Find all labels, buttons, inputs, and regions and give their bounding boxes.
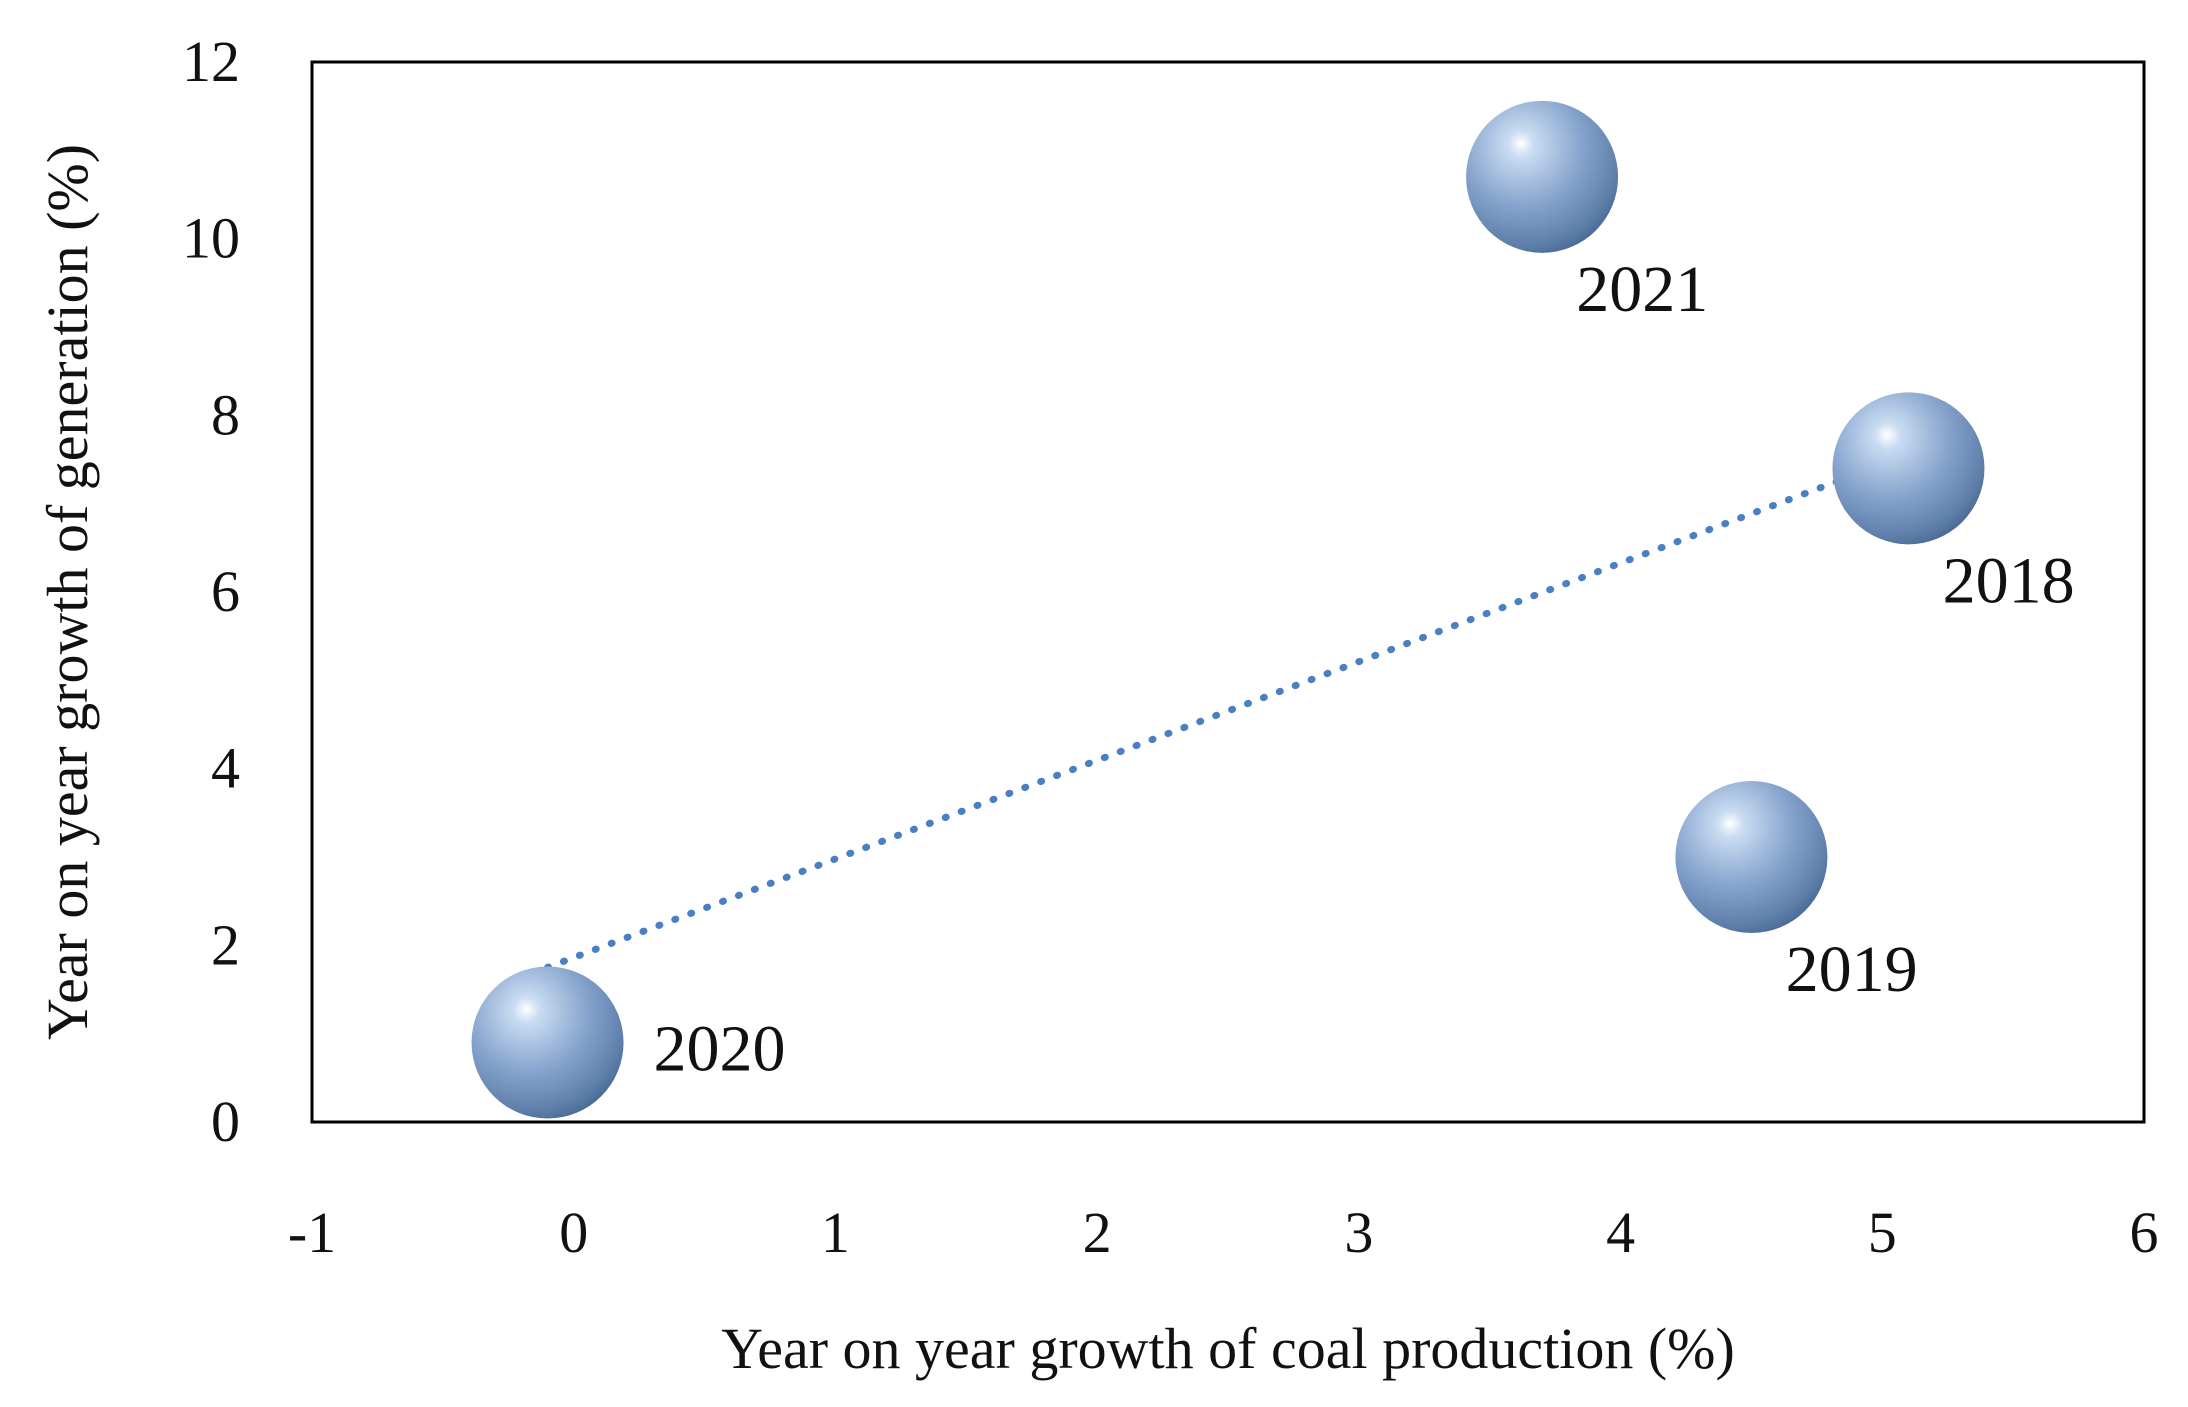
x-axis-ticks: -1 0 1 2 3 4 5 6 [288,1200,2159,1265]
x-tick-label: -1 [288,1200,336,1265]
bubble-2018 [1832,392,1985,545]
x-axis-title: Year on year growth of coal production (… [721,1316,1735,1381]
point-label-2019: 2019 [1786,933,1918,1006]
bubble-2021 [1466,100,1619,253]
y-axis-ticks: 0 2 4 6 8 10 12 [182,29,240,1154]
y-tick-label: 10 [182,206,240,271]
point-label-2020: 2020 [654,1013,786,1086]
trendline [544,456,1899,971]
point-label-2018: 2018 [1943,544,2075,617]
bubble-2020 [471,966,624,1119]
point-label-2021: 2021 [1576,253,1708,326]
plot-area-frame [310,60,2146,1124]
x-tick-label: 1 [821,1200,850,1265]
point-labels: 2020 2021 2018 2019 [654,253,2075,1086]
x-tick-label: 4 [1606,1200,1635,1265]
x-tick-label: 6 [2130,1200,2159,1265]
bubbles [471,100,1985,1119]
y-tick-label: 12 [182,29,240,94]
y-axis-title: Year on year growth of generation (%) [35,144,100,1040]
y-tick-label: 4 [211,736,240,801]
x-tick-label: 2 [1083,1200,1112,1265]
y-tick-label: 2 [211,912,240,977]
x-tick-label: 3 [1344,1200,1373,1265]
x-tick-label: 5 [1868,1200,1897,1265]
y-tick-label: 6 [211,559,240,624]
x-tick-label: 0 [559,1200,588,1265]
bubble-2019 [1675,781,1828,933]
y-tick-label: 8 [211,382,240,447]
y-tick-label: 0 [211,1089,240,1154]
